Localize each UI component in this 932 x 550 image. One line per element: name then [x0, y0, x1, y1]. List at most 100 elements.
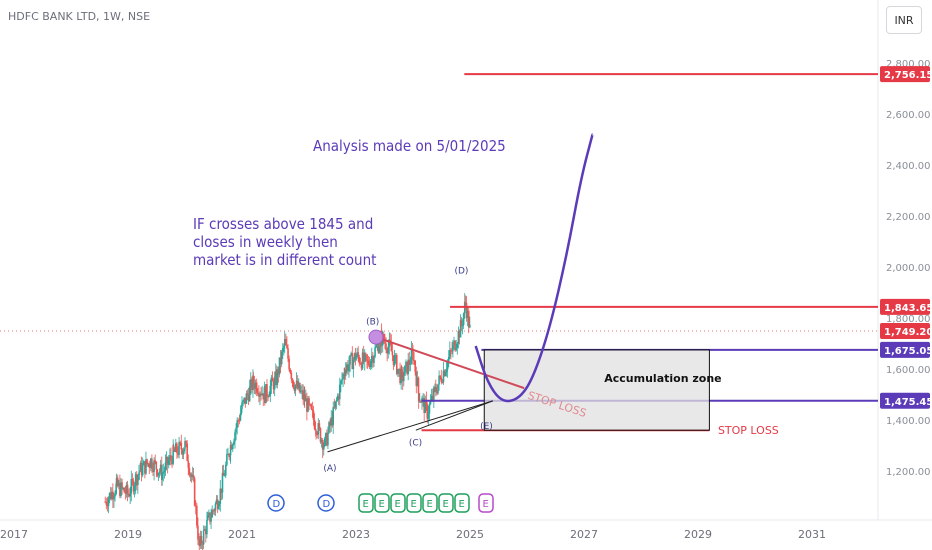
- candle-body: [365, 353, 367, 356]
- candle-body: [137, 475, 139, 486]
- level-tag-label: 1,675.05: [884, 346, 932, 357]
- candle-body: [108, 492, 111, 499]
- candle-body: [338, 384, 341, 400]
- candle-body: [205, 529, 207, 535]
- candle-body: [241, 402, 243, 409]
- candle-body: [240, 408, 243, 414]
- earnings-badge-label: E: [395, 499, 401, 510]
- candle-body: [328, 422, 330, 433]
- y-tick-label: 1,800.00: [886, 314, 931, 325]
- candle-body: [428, 404, 431, 414]
- candle-body: [172, 445, 175, 450]
- dividend-badge: [267, 494, 285, 512]
- candle-body: [155, 461, 158, 470]
- candle-body: [314, 428, 317, 431]
- candle-body: [239, 413, 242, 421]
- y-tick-label: 2,400.00: [886, 161, 931, 172]
- candle-body: [226, 454, 228, 465]
- candle-body: [242, 400, 244, 403]
- candle-body: [256, 392, 259, 394]
- wave-label: (C): [409, 439, 422, 449]
- y-tick-label: 2,200.00: [886, 212, 931, 223]
- candle-body: [311, 408, 314, 411]
- candle-body: [337, 396, 340, 400]
- x-tick-label: 2023: [342, 528, 370, 541]
- candle-body: [199, 535, 202, 546]
- chart-title: HDFC BANK LTD, 1W, NSE: [8, 10, 151, 23]
- candle-body: [460, 320, 463, 327]
- candle-body: [426, 404, 429, 419]
- x-tick-label: 2025: [456, 528, 484, 541]
- candle-body: [194, 505, 197, 507]
- candle-body: [353, 353, 356, 360]
- candle-body: [132, 480, 135, 492]
- candle-body: [457, 330, 460, 344]
- candle-body: [290, 372, 293, 379]
- candle-body: [386, 350, 388, 354]
- candle-body: [422, 398, 424, 400]
- candle-body: [451, 350, 453, 352]
- candle-body: [283, 339, 286, 347]
- candle-body: [301, 390, 303, 392]
- candle-body: [292, 380, 295, 388]
- candle-body: [172, 445, 174, 464]
- candle-body: [425, 399, 428, 405]
- candle-body: [399, 368, 401, 384]
- y-tick-label: 2,600.00: [886, 110, 931, 121]
- candle-body: [156, 469, 159, 476]
- candle-body: [249, 379, 252, 387]
- candle-body: [378, 346, 381, 353]
- candle-body: [188, 467, 191, 475]
- currency-button[interactable]: INR: [886, 6, 922, 34]
- candle-body: [434, 387, 436, 389]
- earnings-badge-label: E: [483, 499, 489, 510]
- candle-body: [392, 355, 395, 366]
- candle-body: [326, 433, 328, 446]
- y-tick-label: 2,800.00: [886, 59, 931, 70]
- candle-body: [273, 376, 276, 390]
- candle-body: [254, 382, 257, 389]
- candle-body: [214, 503, 217, 511]
- candle-body: [192, 475, 195, 479]
- level-tag: [880, 392, 930, 409]
- candle-body: [258, 393, 260, 397]
- candle-body: [296, 380, 299, 389]
- candle-body: [114, 493, 116, 497]
- candle-body: [410, 349, 413, 364]
- candle-body: [289, 369, 292, 373]
- candle-body: [404, 365, 406, 376]
- y-tick-label: 1,600.00: [886, 365, 931, 376]
- y-tick-label: 1,400.00: [886, 416, 931, 427]
- candle-body: [202, 530, 205, 545]
- candle-body: [414, 360, 416, 372]
- level-tag-label: 1,475.45: [884, 397, 932, 408]
- candle-body: [363, 353, 366, 362]
- candle-body: [307, 398, 309, 412]
- candle-body: [316, 433, 318, 435]
- candle-body: [140, 462, 143, 476]
- candle-body: [176, 443, 178, 453]
- candle-body: [146, 459, 148, 465]
- candle-body: [134, 474, 137, 486]
- candle-body: [152, 469, 154, 473]
- candle-body: [109, 492, 112, 499]
- candle-body: [227, 454, 229, 456]
- dividend-badge-label: D: [273, 499, 281, 510]
- candle-body: [115, 483, 117, 494]
- candle-body: [139, 462, 142, 472]
- candle-body: [133, 485, 136, 492]
- candle-body: [330, 417, 333, 426]
- candle-body: [469, 324, 471, 328]
- candle-body: [271, 377, 274, 382]
- candle-body: [304, 398, 307, 402]
- candle-body: [179, 442, 181, 444]
- candle-body: [174, 443, 177, 452]
- candle-body: [308, 398, 310, 405]
- level-tag-label: 1,843.65: [884, 303, 932, 314]
- earnings-badge: [406, 493, 422, 513]
- candle-body: [368, 364, 371, 368]
- trend-line-inner: [415, 400, 493, 431]
- candle-body: [265, 384, 267, 404]
- candle-body: [222, 472, 225, 476]
